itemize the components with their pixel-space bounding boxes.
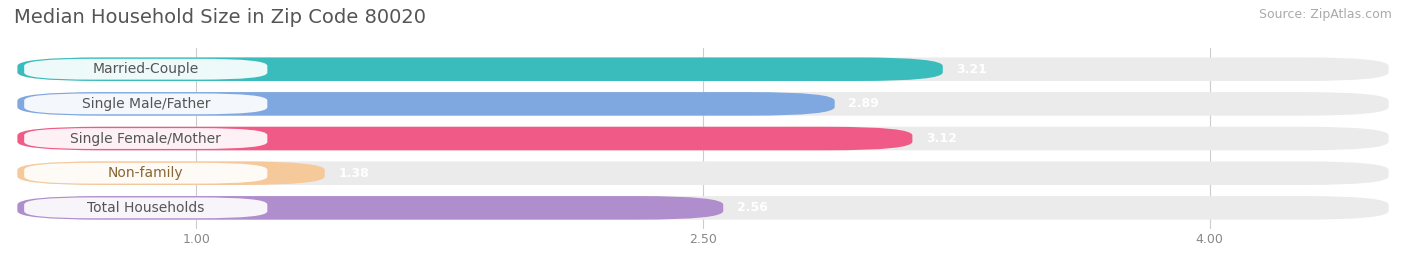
FancyBboxPatch shape — [17, 161, 1389, 185]
FancyBboxPatch shape — [24, 128, 267, 149]
Text: Source: ZipAtlas.com: Source: ZipAtlas.com — [1258, 8, 1392, 21]
Text: 2.89: 2.89 — [848, 97, 879, 110]
Text: 3.12: 3.12 — [927, 132, 956, 145]
FancyBboxPatch shape — [17, 92, 835, 116]
Text: Non-family: Non-family — [108, 166, 184, 180]
Text: 3.21: 3.21 — [956, 63, 987, 76]
FancyBboxPatch shape — [17, 92, 1389, 116]
Text: Total Households: Total Households — [87, 201, 204, 215]
FancyBboxPatch shape — [24, 197, 267, 218]
Text: Single Male/Father: Single Male/Father — [82, 97, 209, 111]
FancyBboxPatch shape — [17, 161, 325, 185]
FancyBboxPatch shape — [17, 127, 1389, 150]
Text: Single Female/Mother: Single Female/Mother — [70, 132, 221, 146]
FancyBboxPatch shape — [17, 196, 1389, 220]
FancyBboxPatch shape — [24, 163, 267, 183]
FancyBboxPatch shape — [17, 127, 912, 150]
Text: Median Household Size in Zip Code 80020: Median Household Size in Zip Code 80020 — [14, 8, 426, 27]
FancyBboxPatch shape — [24, 59, 267, 80]
FancyBboxPatch shape — [17, 57, 1389, 81]
FancyBboxPatch shape — [17, 57, 943, 81]
Text: 1.38: 1.38 — [339, 167, 368, 180]
FancyBboxPatch shape — [17, 196, 723, 220]
Text: 2.56: 2.56 — [737, 201, 768, 214]
Text: Married-Couple: Married-Couple — [93, 62, 198, 76]
FancyBboxPatch shape — [24, 94, 267, 114]
